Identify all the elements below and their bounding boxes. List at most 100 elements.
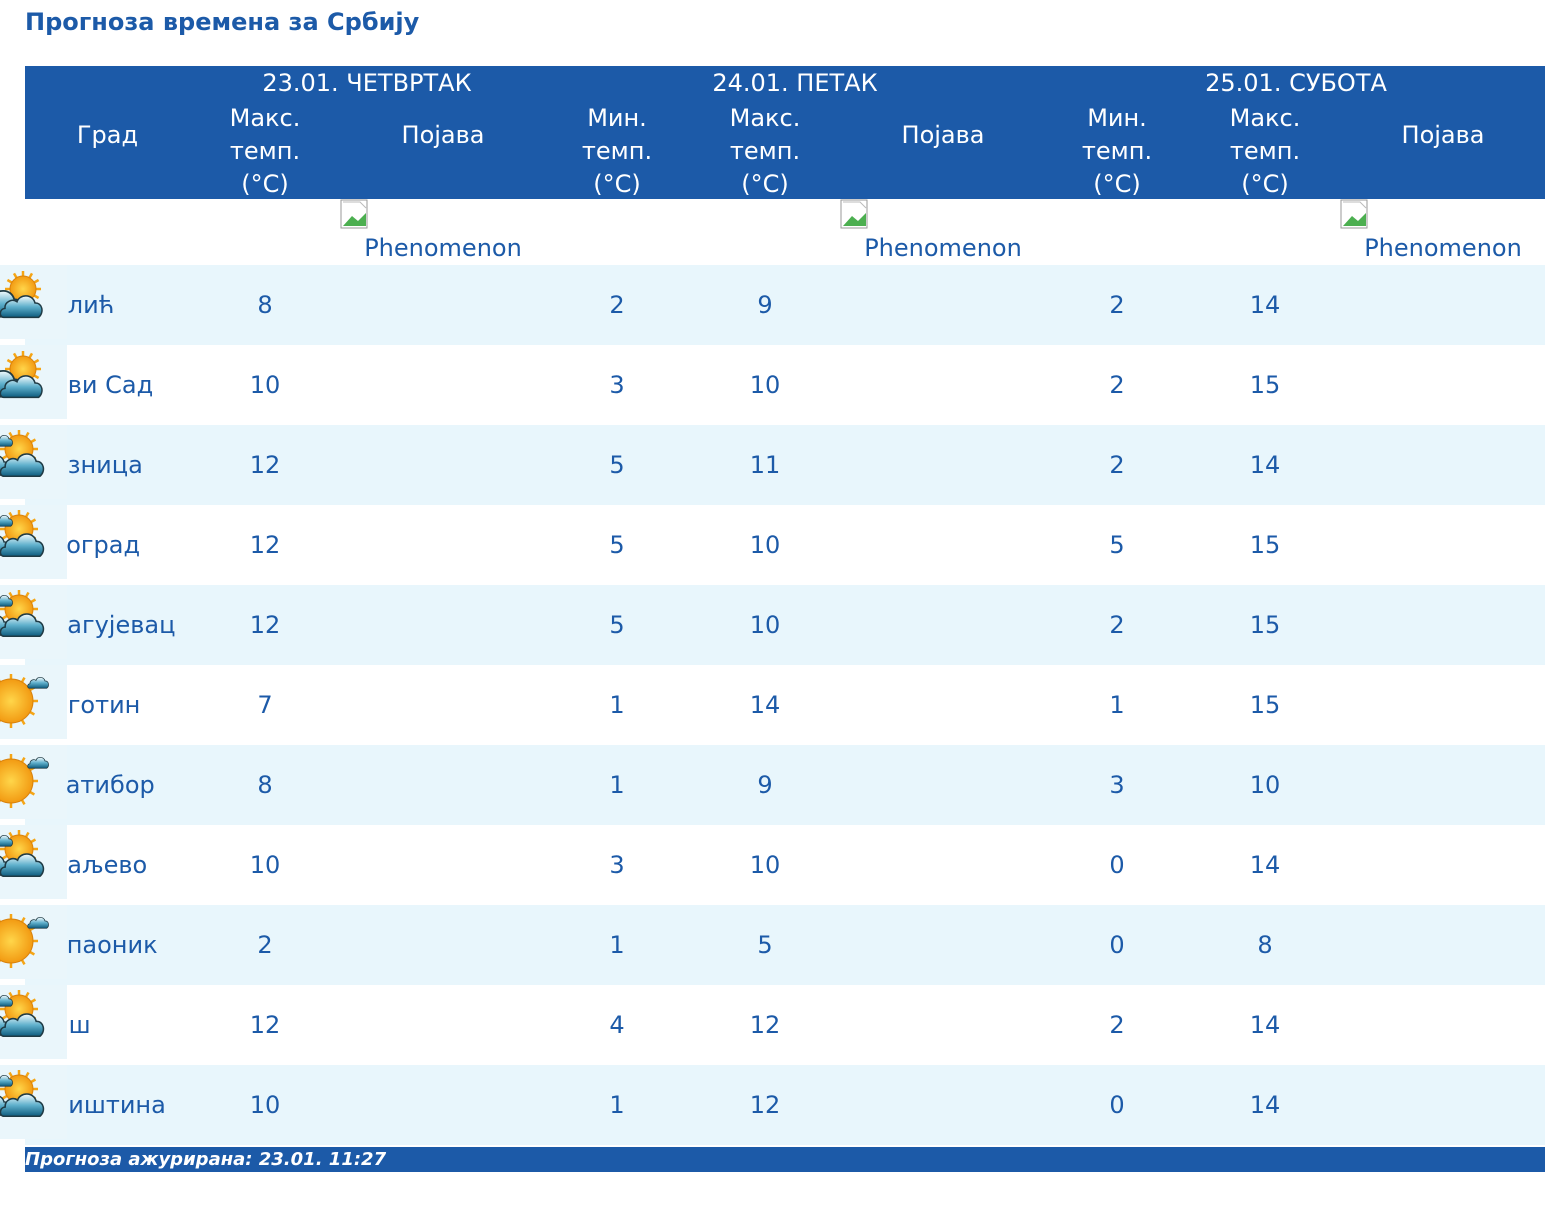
icon-graphic xyxy=(0,271,43,319)
temperature: 0 xyxy=(1109,1091,1125,1119)
footer-text: Прогноза ажурирана: 23.01. 11:27 xyxy=(25,1149,387,1170)
column-header: Појава xyxy=(1401,121,1485,149)
temperature: 14 xyxy=(749,691,781,719)
temperature: 1 xyxy=(609,1091,625,1119)
table-row: Златибор 8 1 9 3 10 xyxy=(0,745,1545,825)
table-row: Палић 8 2 9 2 14 xyxy=(0,265,1545,345)
column-header: Макс. темп. (°C) xyxy=(729,104,801,198)
temperature: 7 xyxy=(257,691,273,719)
weather-icon xyxy=(0,345,67,419)
weather-icon xyxy=(0,505,67,579)
broken-image-icon xyxy=(840,199,874,237)
column-header: Макс. темп. (°C) xyxy=(1229,104,1301,198)
temperature: 2 xyxy=(257,931,273,959)
table-row: Крагујевац 12 5 10 2 15 xyxy=(0,585,1545,665)
weather-icon xyxy=(0,745,67,819)
column-header: Појава xyxy=(901,121,985,149)
temperature: 12 xyxy=(249,451,281,479)
icon-graphic xyxy=(0,914,49,968)
temperature: 10 xyxy=(749,531,781,559)
temperature: 0 xyxy=(1109,931,1125,959)
table-row: Ниш12412214 xyxy=(0,985,1545,1065)
temperature: 1 xyxy=(609,691,625,719)
weather-icon xyxy=(0,425,67,499)
temperature: 14 xyxy=(1249,291,1281,319)
temperature: 2 xyxy=(1109,291,1125,319)
icon-graphic xyxy=(0,674,49,728)
icon-graphic xyxy=(0,754,49,808)
table-row: Београд 12 5 10 5 15 xyxy=(0,505,1545,585)
temperature: 15 xyxy=(1249,531,1281,559)
temperature: 12 xyxy=(749,1091,781,1119)
temperature: 3 xyxy=(609,371,625,399)
temperature: 8 xyxy=(1257,931,1273,959)
temperature: 10 xyxy=(249,1091,281,1119)
table-row: Нови Сад 10 3 10 2 15 xyxy=(0,345,1545,425)
table-row: Копаоник 2 1 5 0 8 xyxy=(0,905,1545,985)
temperature: 5 xyxy=(609,611,625,639)
weather-icon xyxy=(0,905,67,979)
icon-graphic xyxy=(0,1070,45,1118)
column-header: Мин. темп. (°C) xyxy=(581,104,653,198)
temperature: 2 xyxy=(1109,451,1125,479)
temperature: 2 xyxy=(1109,1011,1125,1039)
temperature: 10 xyxy=(1249,771,1281,799)
icon-graphic xyxy=(0,351,43,399)
weather-icon xyxy=(0,985,67,1059)
page-title: Прогноза времена за Србију xyxy=(25,8,420,36)
temperature: 9 xyxy=(757,771,773,799)
temperature: 14 xyxy=(1249,851,1281,879)
temperature: 0 xyxy=(1109,851,1125,879)
temperature: 14 xyxy=(1249,1091,1281,1119)
temperature: 5 xyxy=(609,451,625,479)
table-row: Лозница 12 5 11 2 14 xyxy=(0,425,1545,505)
temperature: 10 xyxy=(749,371,781,399)
column-header: Макс. темп. (°C) xyxy=(229,104,301,198)
temperature: 10 xyxy=(749,611,781,639)
image-alt-text: Phenomenon xyxy=(864,234,1022,262)
temperature: 2 xyxy=(1109,371,1125,399)
temperature: 1 xyxy=(609,771,625,799)
day-header: 25.01. СУБОТА xyxy=(1205,69,1387,97)
weather-icon xyxy=(0,825,67,899)
temperature: 11 xyxy=(749,451,781,479)
temperature: 15 xyxy=(1249,691,1281,719)
temperature: 12 xyxy=(249,531,281,559)
table-row: Краљево 10 3 10 0 14 xyxy=(0,825,1545,905)
temperature: 5 xyxy=(757,931,773,959)
weather-icon xyxy=(0,265,67,339)
temperature: 10 xyxy=(249,371,281,399)
icon-graphic xyxy=(0,830,45,878)
temperature: 2 xyxy=(609,291,625,319)
image-alt-text: Phenomenon xyxy=(364,234,522,262)
temperature: 10 xyxy=(749,851,781,879)
temperature: 10 xyxy=(249,851,281,879)
icon-graphic xyxy=(0,590,45,638)
temperature: 3 xyxy=(609,851,625,879)
icon-graphic xyxy=(0,430,45,478)
temperature: 5 xyxy=(1109,531,1125,559)
temperature: 14 xyxy=(1249,1011,1281,1039)
temperature: 12 xyxy=(249,1011,281,1039)
temperature: 12 xyxy=(249,611,281,639)
temperature: 15 xyxy=(1249,371,1281,399)
temperature: 3 xyxy=(1109,771,1125,799)
table-row: Неготин 7 1 14 1 15 xyxy=(0,665,1545,745)
weather-icon xyxy=(0,1065,67,1139)
table-header: 23.01. ЧЕТВРТАК 24.01. ПЕТАК 25.01. СУБОТА… xyxy=(25,66,1545,199)
temperature: 1 xyxy=(1109,691,1125,719)
temperature: 9 xyxy=(757,291,773,319)
temperature: 14 xyxy=(1249,451,1281,479)
temperature: 12 xyxy=(749,1011,781,1039)
temperature: 4 xyxy=(609,1011,625,1039)
footer-bar xyxy=(25,1147,1545,1172)
icon-graphic xyxy=(0,990,45,1038)
temperature: 2 xyxy=(1109,611,1125,639)
table-row: Приштина 10 1 12 0 14 xyxy=(0,1065,1545,1145)
image-alt-text: Phenomenon xyxy=(1364,234,1522,262)
day-header: 23.01. ЧЕТВРТАК xyxy=(262,69,472,97)
column-header: Град xyxy=(76,121,139,149)
day-header: 24.01. ПЕТАК xyxy=(712,69,878,97)
broken-image-icon xyxy=(1340,199,1374,237)
